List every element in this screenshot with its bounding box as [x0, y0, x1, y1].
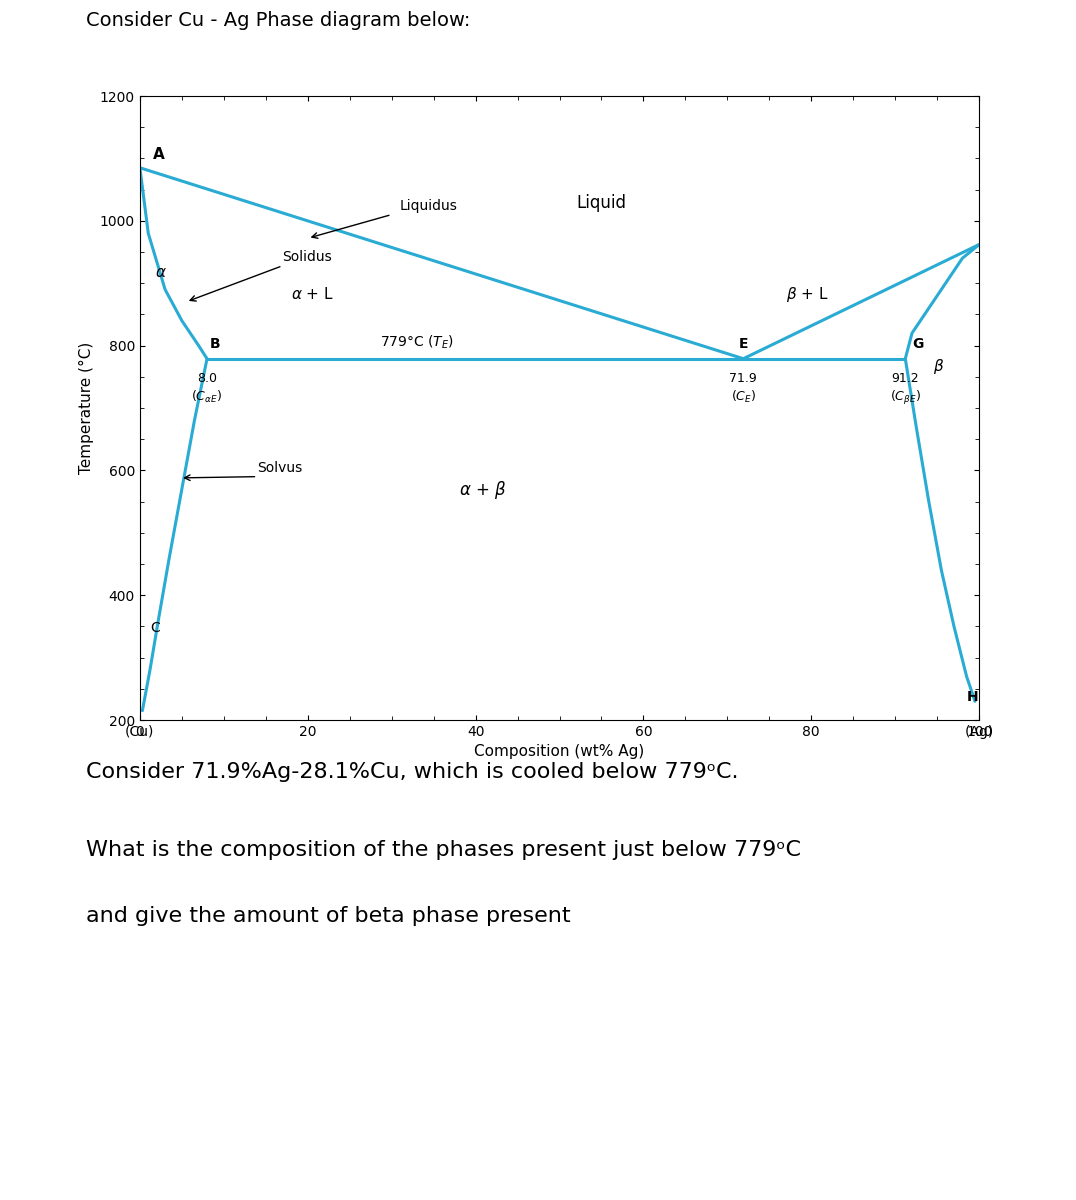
- Text: C: C: [151, 622, 160, 636]
- Text: Liquid: Liquid: [577, 194, 626, 212]
- Text: 8.0: 8.0: [197, 372, 217, 385]
- Text: Solidus: Solidus: [283, 251, 332, 264]
- Text: $\beta$ + L: $\beta$ + L: [787, 284, 829, 304]
- Text: What is the composition of the phases present just below 779ᵒC: What is the composition of the phases pr…: [86, 840, 801, 860]
- Text: 91.2: 91.2: [892, 372, 919, 385]
- Text: 71.9: 71.9: [730, 372, 758, 385]
- Text: A: A: [153, 146, 165, 162]
- Text: Consider 71.9%Ag-28.1%Cu, which is cooled below 779ᵒC.: Consider 71.9%Ag-28.1%Cu, which is coole…: [86, 762, 738, 782]
- Text: E: E: [738, 337, 748, 352]
- Text: and give the amount of beta phase present: and give the amount of beta phase presen…: [86, 906, 570, 926]
- Text: $\alpha$ + $\beta$: $\alpha$ + $\beta$: [458, 479, 507, 502]
- Text: $(C_{\beta E})$: $(C_{\beta E})$: [890, 389, 921, 407]
- Text: H: H: [966, 690, 978, 704]
- Text: Solvus: Solvus: [257, 461, 302, 475]
- Text: (Cu): (Cu): [125, 725, 155, 738]
- Text: B: B: [210, 337, 221, 352]
- Text: $\beta$: $\beta$: [933, 356, 945, 376]
- Text: Liquidus: Liquidus: [400, 199, 458, 214]
- Text: 779°C $(T_E)$: 779°C $(T_E)$: [380, 334, 454, 352]
- Text: (Ag): (Ag): [964, 725, 994, 738]
- Y-axis label: Temperature (°C): Temperature (°C): [80, 342, 95, 474]
- Text: $(C_{\alpha E})$: $(C_{\alpha E})$: [192, 389, 223, 406]
- X-axis label: Composition (wt% Ag): Composition (wt% Ag): [475, 744, 645, 760]
- Text: $\alpha$: $\alpha$: [155, 265, 167, 280]
- Text: $(C_E)$: $(C_E)$: [731, 389, 756, 406]
- Text: G: G: [912, 337, 923, 352]
- Text: $\alpha$ + L: $\alpha$ + L: [291, 286, 334, 301]
- Text: Consider Cu - Ag Phase diagram below:: Consider Cu - Ag Phase diagram below:: [86, 11, 470, 30]
